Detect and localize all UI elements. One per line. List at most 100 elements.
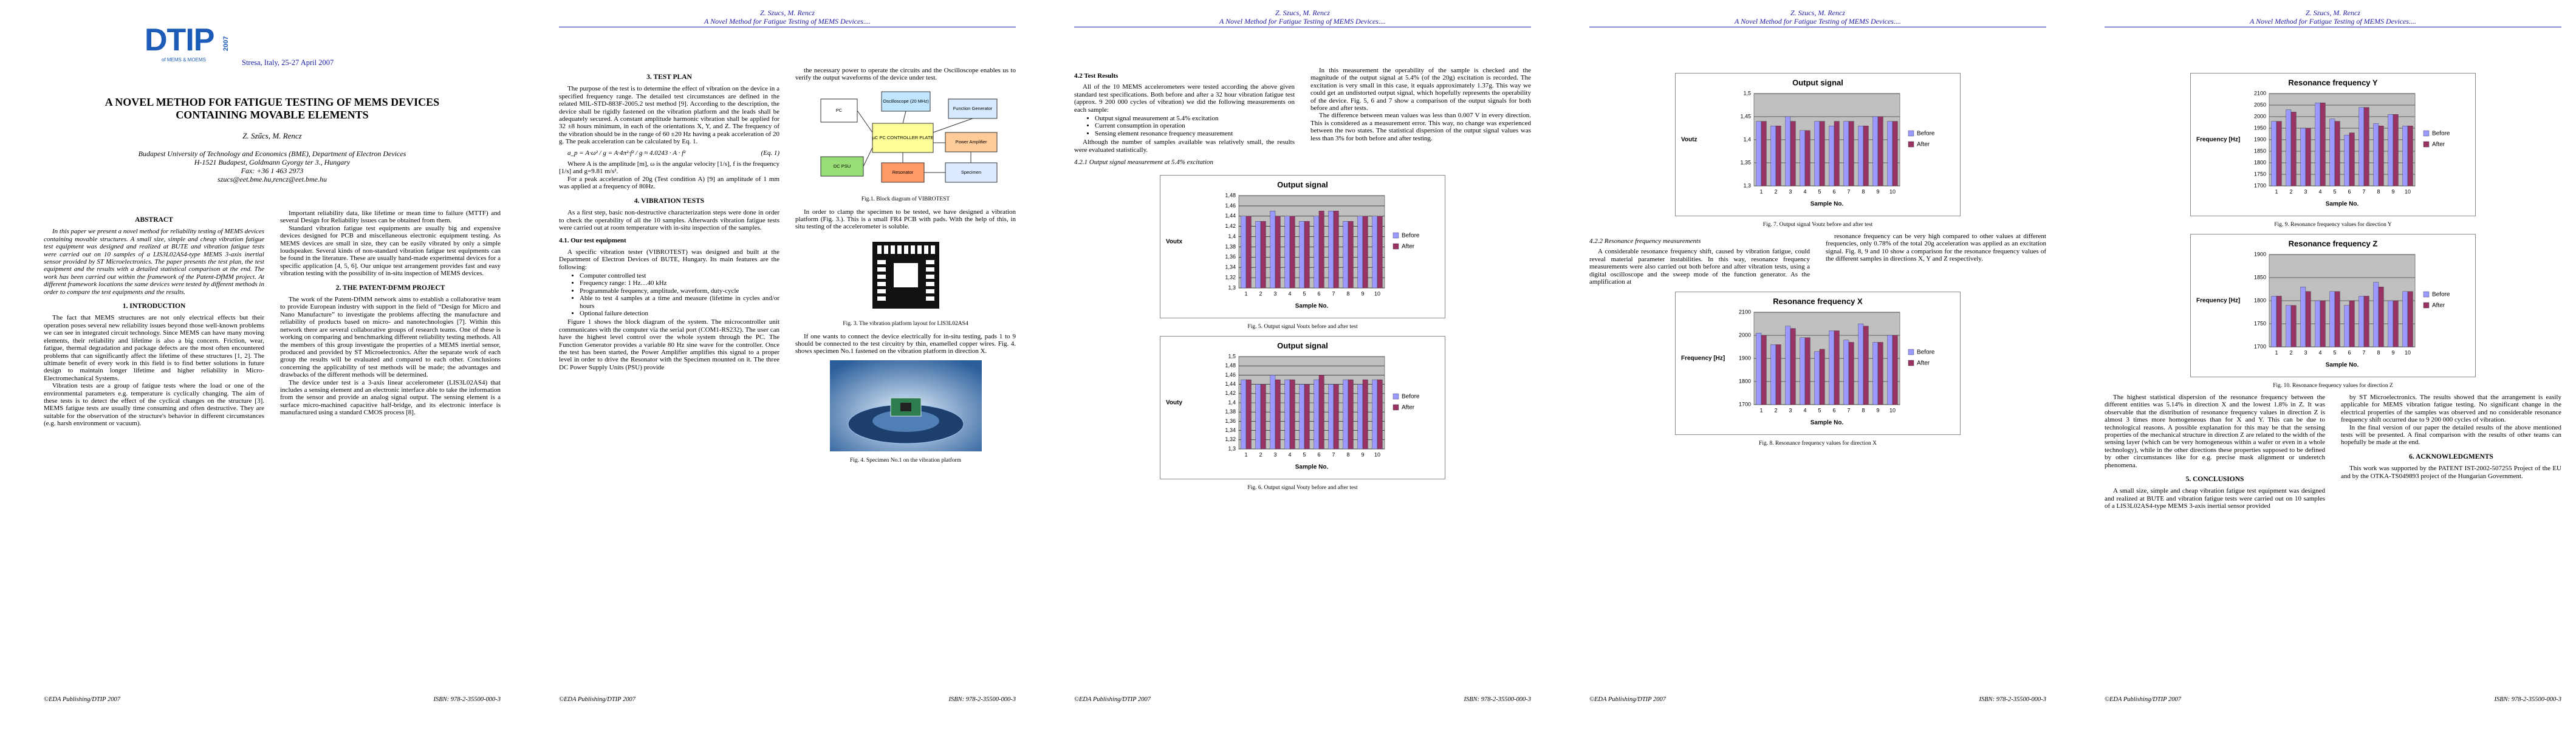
pcb-pad — [925, 267, 934, 272]
page-footer: ©EDA Publishing/DTIP 2007 ISBN: 978-2-355… — [559, 696, 1016, 703]
page-footer: ©EDA Publishing/DTIP 2007 ISBN: 978-2-355… — [44, 696, 501, 703]
bar — [2320, 300, 2326, 347]
bar — [1829, 125, 1835, 187]
block-label: Power Amplifier — [955, 139, 987, 145]
bar — [1892, 335, 1898, 405]
chart: Output signal 1,3 1,32 1,34 1,36 1,38 1,4 1,42 1… — [1160, 336, 1445, 480]
x-tick-label: 9 — [1361, 452, 1364, 458]
x-tick-label: 7 — [1847, 188, 1850, 194]
block — [945, 162, 997, 183]
y-tick-label: 1800 — [2254, 159, 2266, 165]
column: The highest statistical dispersion of th… — [2105, 394, 2325, 510]
x-tick-label: 5 — [2333, 349, 2336, 355]
block — [948, 98, 997, 119]
y-axis-label: Voutx — [1166, 239, 1182, 245]
bar — [1887, 335, 1893, 405]
bullet-item: Able to test 4 samples at a time and mea… — [580, 295, 779, 310]
chart-figure: Output signal 1,3 1,32 1,34 1,36 1,38 1,4 1,42 1… — [1074, 336, 1531, 482]
bar — [2271, 121, 2277, 187]
y-tick-label: 1,44 — [1225, 381, 1236, 387]
bar — [2271, 296, 2277, 347]
y-tick-label: 1,42 — [1225, 391, 1236, 397]
chart-figure: Output signal 1,3 1,35 1,4 1,45 1,5 Voutz 1 2 3 4 5… — [1589, 73, 2046, 219]
page-body: Resonance frequency Y 1700 1750 1800 1850 190… — [2105, 67, 2561, 510]
paragraph: The purpose of the test is to determine … — [559, 85, 779, 146]
x-tick-label: 1 — [1244, 452, 1247, 458]
x-tick-label: 6 — [2348, 349, 2351, 355]
page-body: 4.2 Test Results All of the 10 MEMS accel… — [1074, 67, 1531, 496]
bar — [2305, 291, 2311, 347]
footer-publisher: ©EDA Publishing/DTIP 2007 — [44, 696, 121, 703]
chart: Output signal 1,3 1,35 1,4 1,45 1,5 Voutz 1 2 3 4 5… — [1675, 73, 1961, 216]
x-tick-label: 7 — [2362, 188, 2365, 194]
bar — [1775, 125, 1781, 187]
block-label: Resonator — [892, 169, 913, 175]
paragraph: Where A is the amplitude [m], ω is the a… — [559, 160, 779, 176]
x-tick-label: 10 — [1889, 408, 1896, 414]
column: 4.2.2 Resonance frequency measurements A … — [1589, 233, 1810, 286]
footer-publisher: ©EDA Publishing/DTIP 2007 — [1074, 696, 1151, 703]
bullet-item: Optional failure detection — [580, 310, 779, 317]
legend-swatch — [2423, 141, 2430, 148]
bar — [1863, 326, 1869, 405]
bar — [1348, 221, 1354, 289]
y-tick-label: 1700 — [2254, 182, 2266, 188]
figure — [795, 360, 1016, 453]
legend-swatch — [1908, 130, 1914, 137]
bar — [1770, 344, 1776, 405]
figure — [795, 236, 1016, 317]
bar — [1775, 344, 1781, 405]
x-tick-label: 8 — [1346, 452, 1349, 458]
bar — [1260, 221, 1266, 289]
legend-swatch — [1908, 141, 1914, 148]
figure-caption: Fig. 4. Specimen No.1 on the vibration p… — [849, 457, 962, 464]
running-header: Z. Szucs, M. Rencz A Novel Method for Fat… — [559, 9, 1016, 27]
y-tick-label: 1750 — [2254, 320, 2266, 326]
pcb-pad — [917, 245, 922, 254]
bar — [1800, 338, 1806, 405]
bar — [2320, 103, 2326, 187]
y-axis-label: Frequency [Hz] — [2196, 298, 2240, 304]
y-tick-label: 1,48 — [1225, 363, 1236, 369]
bar — [2378, 125, 2384, 187]
paragraph: In the final version of our paper the de… — [2341, 423, 2561, 447]
figure-caption: Fig.1. Block diagram of VIBROTEST — [861, 196, 950, 203]
x-tick-label: 5 — [1303, 452, 1306, 458]
footer-isbn: ISBN: 978-2-35500-000-3 — [433, 696, 501, 703]
y-tick-label: 1,4 — [1743, 136, 1751, 142]
x-tick-label: 7 — [2362, 349, 2365, 355]
pcb-pad — [923, 245, 928, 254]
column: Important reliability data, like lifetim… — [280, 210, 501, 417]
bar — [1275, 380, 1281, 450]
column: ABSTRACT In this paper we present a novel… — [44, 210, 264, 428]
y-tick-label: 1,32 — [1225, 437, 1236, 443]
x-tick-label: 4 — [1803, 408, 1806, 414]
x-tick-label: 9 — [1876, 188, 1879, 194]
chart-title: Resonance frequency Z — [2289, 239, 2378, 248]
legend-label: Before — [2432, 292, 2450, 298]
bar — [1848, 342, 1854, 405]
bar — [1872, 342, 1879, 405]
x-tick-label: 1 — [1759, 188, 1762, 194]
bar — [1299, 384, 1305, 450]
y-tick-label: 1,36 — [1225, 418, 1236, 424]
x-tick-label: 2 — [1774, 408, 1777, 414]
bar — [1819, 349, 1825, 405]
x-tick-label: 6 — [1317, 291, 1320, 297]
x-tick-label: 2 — [1259, 291, 1262, 297]
figure-caption: Fig. 6. Output signal Vouty before and a… — [1247, 485, 1358, 491]
bar — [1314, 216, 1320, 289]
x-tick-label: 5 — [1303, 291, 1306, 297]
footer-isbn: ISBN: 978-2-35500-000-3 — [1979, 696, 2046, 703]
bar — [1333, 384, 1339, 450]
page-footer: ©EDA Publishing/DTIP 2007 ISBN: 978-2-355… — [1074, 696, 1531, 703]
footer-publisher: ©EDA Publishing/DTIP 2007 — [559, 696, 636, 703]
y-tick-label: 1,36 — [1225, 254, 1236, 260]
pcb-chip-pad — [893, 262, 918, 287]
bullet-item: Current consumption in operation — [1095, 122, 1295, 129]
paragraph: A considerable resonance frequency shift… — [1589, 248, 1810, 286]
bar — [1343, 221, 1349, 289]
subsection-heading: 4.1. Our test equipment — [559, 237, 626, 245]
bar — [2344, 305, 2350, 347]
paragraph: The device under test is a 3-axis linear… — [280, 378, 501, 417]
